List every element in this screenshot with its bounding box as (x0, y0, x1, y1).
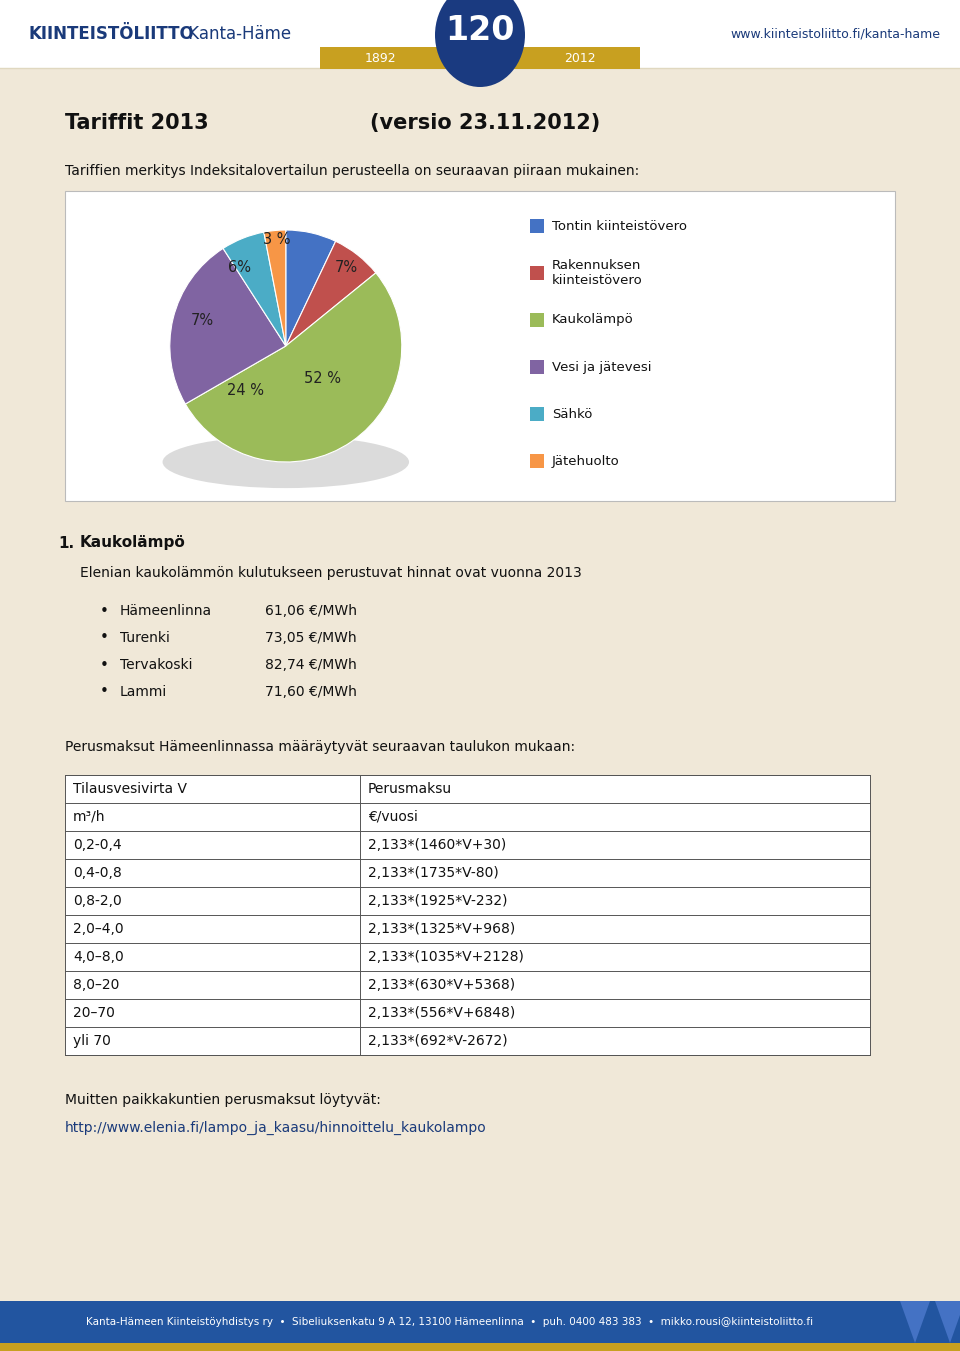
Text: 0,2-0,4: 0,2-0,4 (73, 838, 122, 852)
Wedge shape (170, 249, 286, 404)
Text: yli 70: yli 70 (73, 1034, 110, 1048)
Bar (0, 1343, 960, 1351)
Text: 1.: 1. (58, 535, 74, 550)
Text: 73,05 €/MWh: 73,05 €/MWh (265, 631, 356, 644)
Text: 52 %: 52 % (304, 372, 342, 386)
Text: 1892: 1892 (364, 51, 396, 65)
Bar (0, 1301, 960, 1343)
Text: 2,133*(1460*V+30): 2,133*(1460*V+30) (368, 838, 506, 852)
Text: www.kiinteistoliitto.fi/kanta-hame: www.kiinteistoliitto.fi/kanta-hame (730, 27, 940, 41)
Text: Elenian kaukolämmön kulutukseen perustuvat hinnat ovat vuonna 2013: Elenian kaukolämmön kulutukseen perustuv… (80, 566, 582, 580)
Text: (versio 23.11.2012): (versio 23.11.2012) (370, 113, 600, 132)
Text: 82,74 €/MWh: 82,74 €/MWh (265, 658, 357, 671)
Wedge shape (286, 242, 375, 346)
Text: 2012: 2012 (564, 51, 596, 65)
Text: €/vuosi: €/vuosi (368, 811, 418, 824)
Text: Tontin kiinteistövero: Tontin kiinteistövero (552, 219, 687, 232)
Text: Perusmaksu: Perusmaksu (368, 782, 452, 796)
Text: Kaukolämpö: Kaukolämpö (80, 535, 185, 550)
Text: 7%: 7% (191, 313, 214, 328)
Text: Kaukolämpö: Kaukolämpö (552, 313, 634, 327)
Text: Muitten paikkakuntien perusmaksut löytyvät:: Muitten paikkakuntien perusmaksut löytyv… (65, 1093, 381, 1106)
Polygon shape (900, 1301, 930, 1343)
Bar (530, 266, 544, 280)
Ellipse shape (162, 436, 409, 488)
Text: Kanta-Häme: Kanta-Häme (183, 26, 291, 43)
Bar (65, 190, 895, 501)
Text: 0,4-0,8: 0,4-0,8 (73, 866, 122, 880)
Bar (320, 47, 640, 69)
Text: •: • (100, 685, 108, 700)
Text: Sähkö: Sähkö (552, 408, 592, 420)
Text: 2,133*(1035*V+2128): 2,133*(1035*V+2128) (368, 950, 524, 965)
Wedge shape (264, 230, 286, 346)
Text: 2,133*(630*V+5368): 2,133*(630*V+5368) (368, 978, 516, 992)
Text: 2,0–4,0: 2,0–4,0 (73, 921, 124, 936)
Bar (0, 0, 960, 68)
Text: Perusmaksut Hämeenlinnassa määräytyvät seuraavan taulukon mukaan:: Perusmaksut Hämeenlinnassa määräytyvät s… (65, 740, 575, 754)
Text: 24 %: 24 % (227, 382, 264, 397)
Bar (530, 407, 544, 422)
Text: Tilausvesivirta V: Tilausvesivirta V (73, 782, 187, 796)
Bar (530, 359, 544, 374)
Wedge shape (185, 273, 402, 462)
Text: 4,0–8,0: 4,0–8,0 (73, 950, 124, 965)
Bar (530, 454, 544, 467)
Text: KIINTEISTÖLIITTO: KIINTEISTÖLIITTO (28, 26, 194, 43)
Text: Rakennuksen
kiinteistövero: Rakennuksen kiinteistövero (552, 259, 643, 286)
Text: 2,133*(1925*V-232): 2,133*(1925*V-232) (368, 894, 508, 908)
Text: Lammi: Lammi (120, 685, 167, 698)
Bar (530, 219, 544, 232)
Text: Tariffit 2013: Tariffit 2013 (65, 113, 208, 132)
Text: 71,60 €/MWh: 71,60 €/MWh (265, 685, 357, 698)
Text: •: • (100, 604, 108, 619)
Text: Tariffien merkitys Indeksitalovertailun perusteella on seuraavan piiraan mukaine: Tariffien merkitys Indeksitalovertailun … (65, 163, 639, 178)
Bar (65, 775, 870, 1055)
Wedge shape (286, 230, 336, 346)
Text: Hämeenlinna: Hämeenlinna (120, 604, 212, 617)
Text: 3 %: 3 % (263, 232, 290, 247)
Text: 6%: 6% (228, 259, 251, 274)
Text: Kanta-Hämeen Kiinteistöyhdistys ry  •  Sibeliuksenkatu 9 A 12, 13100 Hämeenlinna: Kanta-Hämeen Kiinteistöyhdistys ry • Sib… (86, 1317, 813, 1327)
Text: •: • (100, 631, 108, 646)
Text: 2,133*(1735*V-80): 2,133*(1735*V-80) (368, 866, 499, 880)
Text: 0,8-2,0: 0,8-2,0 (73, 894, 122, 908)
Text: Tervakoski: Tervakoski (120, 658, 193, 671)
Text: 2,133*(1325*V+968): 2,133*(1325*V+968) (368, 921, 516, 936)
Text: •: • (100, 658, 108, 673)
Text: 61,06 €/MWh: 61,06 €/MWh (265, 604, 357, 617)
Text: http://www.elenia.fi/lampo_ja_kaasu/hinnoittelu_kaukolampo: http://www.elenia.fi/lampo_ja_kaasu/hinn… (65, 1121, 487, 1135)
Wedge shape (223, 232, 286, 346)
Text: Vesi ja jätevesi: Vesi ja jätevesi (552, 361, 652, 373)
Bar (530, 313, 544, 327)
Text: 120: 120 (445, 14, 515, 46)
Text: Turenki: Turenki (120, 631, 170, 644)
Text: 20–70: 20–70 (73, 1006, 115, 1020)
Polygon shape (935, 1301, 960, 1343)
Text: 2,133*(556*V+6848): 2,133*(556*V+6848) (368, 1006, 516, 1020)
Ellipse shape (435, 0, 525, 86)
Text: 2,133*(692*V-2672): 2,133*(692*V-2672) (368, 1034, 508, 1048)
Text: m³/h: m³/h (73, 811, 106, 824)
Text: 8,0–20: 8,0–20 (73, 978, 119, 992)
Text: Jätehuolto: Jätehuolto (552, 454, 620, 467)
Text: 7%: 7% (334, 259, 358, 274)
